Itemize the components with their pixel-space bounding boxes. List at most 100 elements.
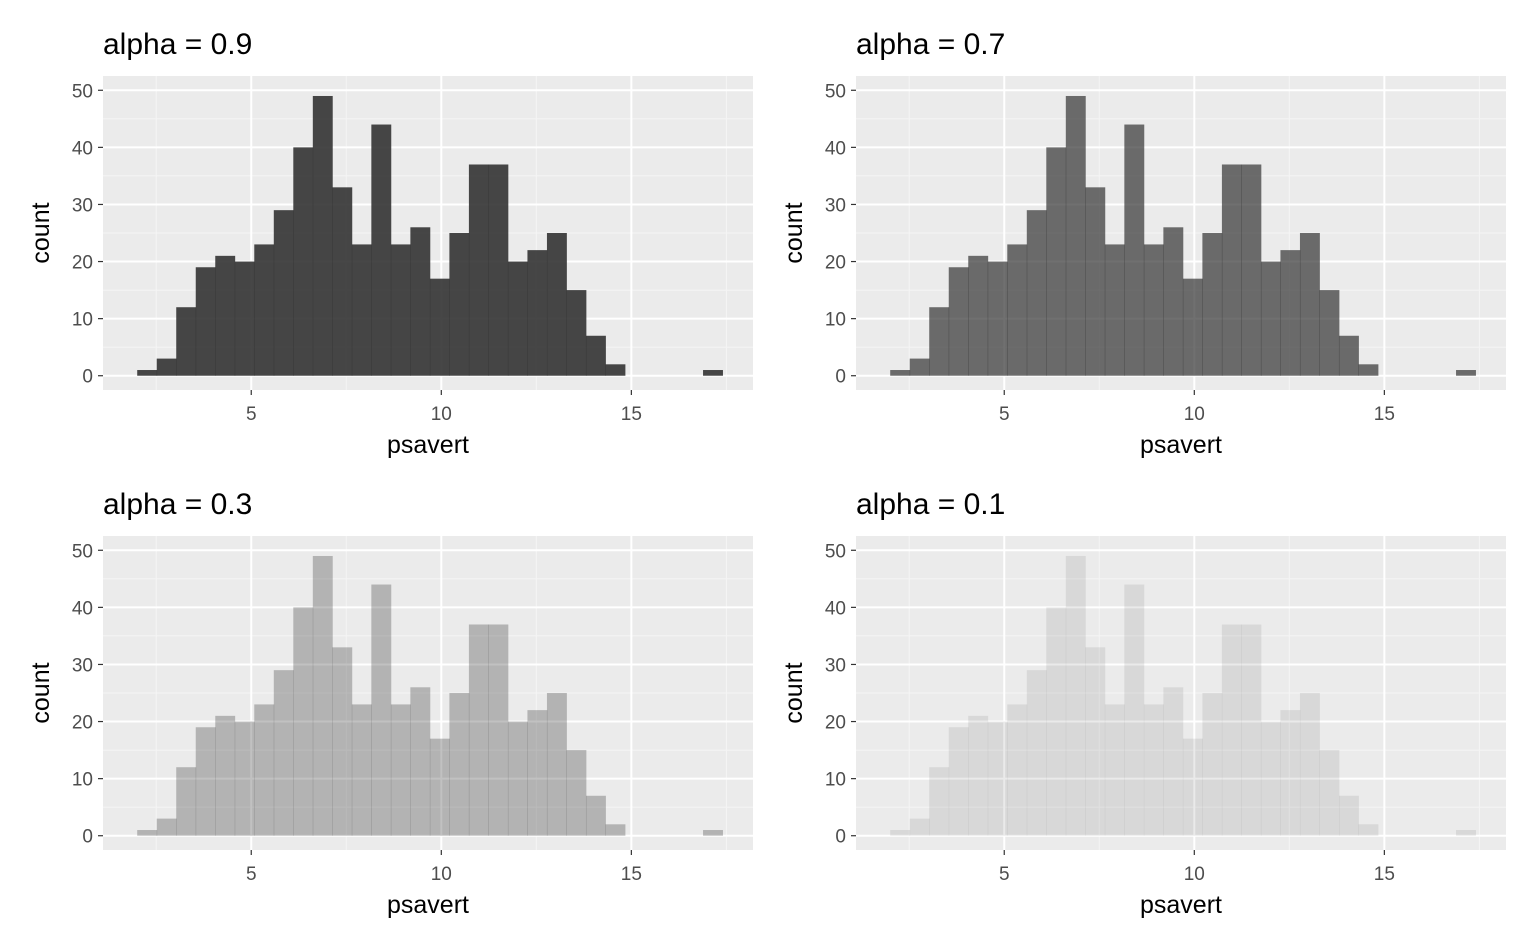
y-tick-label: 30: [72, 195, 93, 216]
histogram-bar: [1163, 227, 1184, 376]
x-tick-label: 10: [431, 404, 452, 425]
histogram-bar: [1007, 704, 1028, 836]
chart-title: alpha = 0.7: [856, 28, 1005, 61]
y-tick-label: 40: [825, 138, 846, 159]
y-tick-label: 0: [82, 827, 93, 848]
histogram-bar: [1280, 710, 1301, 836]
histogram-bar: [449, 233, 470, 376]
histogram-bar: [351, 244, 372, 376]
x-tick-label: 10: [1184, 864, 1205, 885]
y-tick-label: 0: [835, 367, 846, 388]
histogram-bar: [156, 818, 177, 836]
histogram-bar: [1260, 261, 1281, 376]
histogram-bar: [890, 370, 911, 376]
histogram-bar: [1182, 738, 1203, 836]
y-tick-label: 50: [825, 541, 846, 562]
histogram-bar: [488, 164, 509, 376]
histogram-bar: [968, 255, 989, 376]
histogram-bar: [1319, 750, 1340, 836]
histogram-bar: [1299, 693, 1320, 836]
histogram-bar: [488, 624, 509, 836]
histogram-bar: [234, 261, 255, 376]
histogram-bar: [929, 307, 950, 376]
y-tick-label: 30: [825, 195, 846, 216]
x-axis-label: psavert: [387, 891, 469, 919]
histogram-bar: [1163, 687, 1184, 836]
histogram-bar: [410, 687, 431, 836]
histogram-bar: [1182, 278, 1203, 376]
histogram-bar: [1241, 624, 1262, 836]
histogram-bar: [1319, 290, 1340, 376]
y-tick-label: 50: [72, 81, 93, 102]
histogram-bar: [1241, 164, 1262, 376]
x-axis-label: psavert: [387, 431, 469, 459]
y-tick-label: 50: [825, 81, 846, 102]
histogram-bar: [507, 261, 528, 376]
histogram-bar: [1338, 795, 1359, 836]
histogram-bar: [585, 795, 606, 836]
histogram-bar: [1046, 607, 1067, 836]
x-tick-label: 5: [999, 864, 1010, 885]
histogram-bar: [468, 164, 489, 376]
histogram-bar: [293, 147, 314, 376]
x-axis-label: psavert: [1140, 431, 1222, 459]
histogram-bar: [312, 555, 333, 836]
histogram-bar: [1007, 244, 1028, 376]
histogram-bar: [1104, 244, 1125, 376]
histogram-bar: [410, 227, 431, 376]
histogram-bar: [948, 727, 969, 836]
y-axis-label: count: [780, 662, 808, 723]
histogram-bar: [1026, 210, 1047, 376]
histogram-panel-3: alpha = 0.3 0 10 20 30 40 50 5 10 15 psavert count: [27, 488, 753, 919]
histogram-bar: [968, 715, 989, 836]
histogram-bar: [1085, 647, 1106, 836]
histogram-bar: [371, 584, 392, 836]
histogram-bar: [234, 721, 255, 836]
bars-group: [890, 95, 1476, 376]
chart-title: alpha = 0.9: [103, 28, 252, 61]
y-tick-label: 50: [72, 541, 93, 562]
y-axis-label: count: [780, 202, 808, 263]
histogram-bar: [273, 670, 294, 836]
histogram-bar: [929, 767, 950, 836]
histogram-bar: [1358, 824, 1379, 836]
y-tick-label: 20: [72, 253, 93, 274]
histogram-bar: [909, 818, 930, 836]
histogram-panel-1: alpha = 0.9 0 10 20 30 40 50 5 10 15 psavert count: [27, 28, 753, 459]
histogram-bar: [703, 830, 723, 836]
histogram-bar: [1124, 584, 1145, 836]
histogram-bar: [566, 750, 587, 836]
x-tick-label: 5: [246, 864, 257, 885]
histogram-bar: [195, 727, 216, 836]
histogram-bar: [566, 290, 587, 376]
histogram-bar: [1143, 704, 1164, 836]
histogram-bar: [1085, 187, 1106, 376]
histogram-bar: [987, 261, 1008, 376]
y-tick-label: 30: [825, 655, 846, 676]
histogram-bar: [987, 721, 1008, 836]
histogram-bar: [1338, 335, 1359, 376]
x-tick-label: 5: [246, 404, 257, 425]
histogram-bar: [137, 370, 158, 376]
histogram-bar: [273, 210, 294, 376]
x-tick-label: 15: [621, 864, 642, 885]
histogram-bar: [176, 307, 197, 376]
chart-title: alpha = 0.3: [103, 488, 252, 521]
histogram-bar: [254, 704, 275, 836]
histogram-bar: [1143, 244, 1164, 376]
y-tick-label: 10: [72, 770, 93, 791]
histogram-bar: [1358, 364, 1379, 376]
histogram-bar: [215, 255, 236, 376]
histogram-bar: [449, 693, 470, 836]
histogram-bar: [312, 95, 333, 376]
y-tick-label: 20: [825, 713, 846, 734]
y-tick-label: 40: [72, 598, 93, 619]
histogram-bar: [1026, 670, 1047, 836]
x-tick-label: 5: [999, 404, 1010, 425]
histogram-bar: [1280, 250, 1301, 376]
histogram-panel-4: alpha = 0.1 0 10 20 30 40 50 5 10 15 psavert count: [780, 488, 1506, 919]
x-tick-label: 15: [621, 404, 642, 425]
histogram-bar: [1065, 555, 1086, 836]
histogram-panel-2: alpha = 0.7 0 10 20 30 40 50 5 10 15 psavert count: [780, 28, 1506, 459]
